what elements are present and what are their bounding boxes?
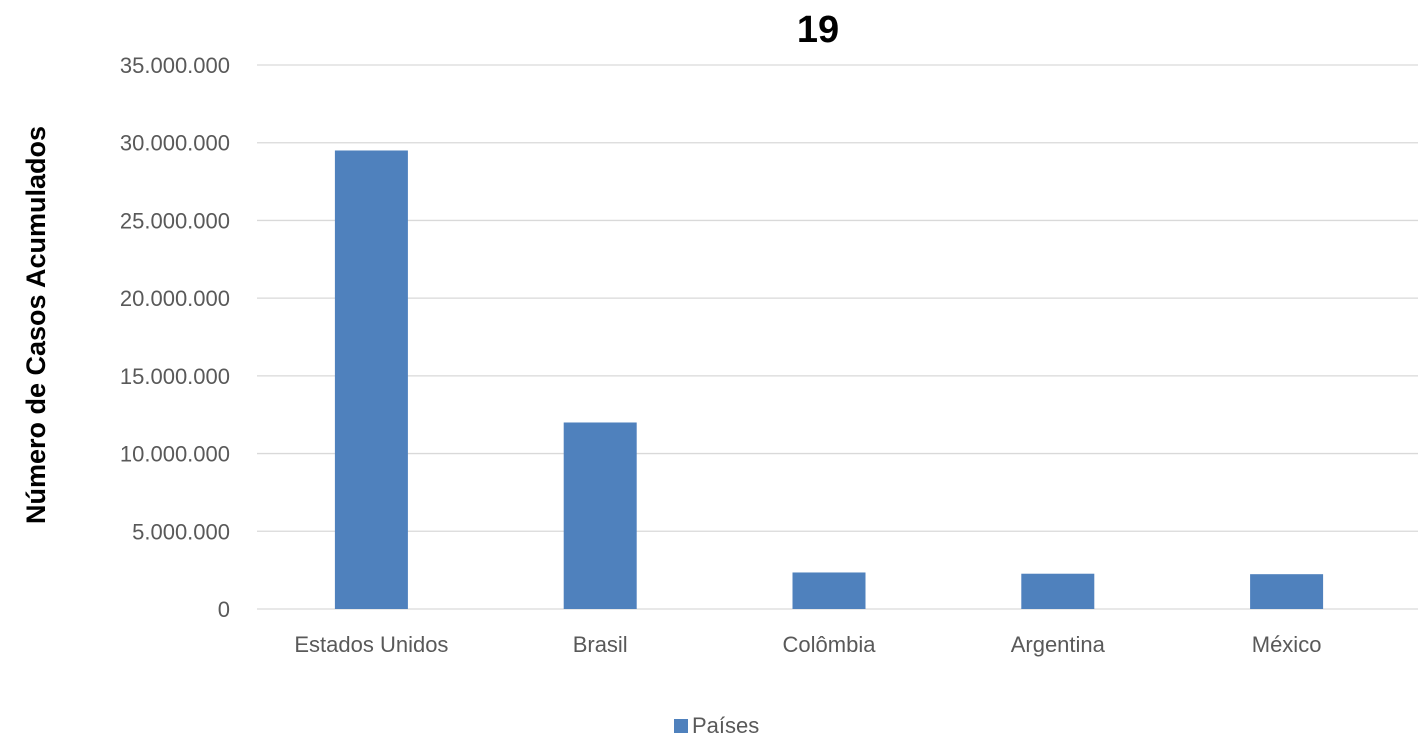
x-tick-label: Brasil xyxy=(573,632,628,657)
y-axis-label: Número de Casos Acumulados xyxy=(21,126,51,524)
y-tick-label: 30.000.000 xyxy=(120,131,230,156)
x-tick-label: Argentina xyxy=(1011,632,1106,657)
bars xyxy=(334,150,1324,609)
y-tick-label: 15.000.000 xyxy=(120,364,230,389)
x-tick-label: Colômbia xyxy=(783,632,877,657)
x-tick-label: México xyxy=(1252,632,1322,657)
legend-swatch xyxy=(674,719,688,733)
x-tick-label: Estados Unidos xyxy=(294,632,448,657)
gridlines xyxy=(257,64,1418,610)
y-tick-label: 5.000.000 xyxy=(132,519,230,544)
bar xyxy=(792,572,866,609)
bar xyxy=(334,150,408,609)
x-axis-ticks: Estados Unidos Brasil Colômbia Argentina Méx… xyxy=(294,632,1321,657)
bar xyxy=(1021,573,1095,609)
legend-label: Países xyxy=(692,713,759,738)
y-tick-label: 35.000.000 xyxy=(120,53,230,78)
y-tick-label: 10.000.000 xyxy=(120,442,230,467)
y-tick-label: 25.000.000 xyxy=(120,208,230,233)
chart-title: 19 xyxy=(797,9,839,51)
bar xyxy=(563,422,637,609)
bar xyxy=(1250,574,1324,609)
y-tick-label: 0 xyxy=(218,597,230,622)
y-axis-ticks: 0 5.000.000 10.000.000 15.000.000 20.000.000… xyxy=(120,53,230,622)
legend: Países xyxy=(674,713,759,738)
y-tick-label: 20.000.000 xyxy=(120,286,230,311)
